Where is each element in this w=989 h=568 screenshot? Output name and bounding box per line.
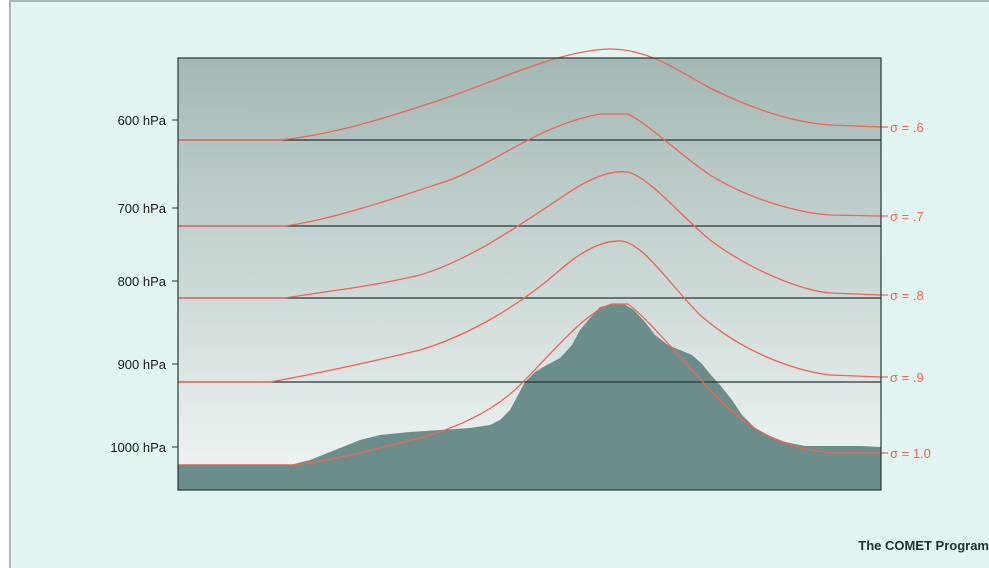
sigma-ticks: [881, 126, 888, 454]
sigma-curve-10: [178, 303, 881, 466]
sigma-curve-09: [178, 240, 882, 383]
pressure-ticks: [172, 119, 178, 448]
sigma-label: σ = .7: [890, 209, 924, 224]
sigma-labels: σ = .6 σ = .7 σ = .8 σ = .9 σ = 1.0: [890, 120, 931, 461]
credit-text: The COMET Program: [858, 538, 989, 553]
sigma-curves: [178, 48, 882, 466]
terrain-mountain: [178, 304, 881, 490]
pressure-label: 1000 hPa: [110, 440, 166, 455]
pressure-label: 900 hPa: [118, 357, 167, 372]
sigma-label: σ = .9: [890, 370, 924, 385]
plot-border: [177, 57, 882, 491]
sigma-label: σ = .8: [890, 288, 924, 303]
pressure-label: 700 hPa: [118, 201, 167, 216]
pressure-label: 600 hPa: [118, 113, 167, 128]
pressure-labels: 600 hPa 700 hPa 800 hPa 900 hPa 1000 hPa: [110, 113, 166, 455]
sigma-curve-08: [178, 171, 882, 299]
pressure-label: 800 hPa: [118, 274, 167, 289]
sigma-curve-07: [178, 113, 882, 227]
sigma-label: σ = .6: [890, 120, 924, 135]
sigma-curve-06: [178, 48, 882, 141]
sigma-label: σ = 1.0: [890, 446, 931, 461]
